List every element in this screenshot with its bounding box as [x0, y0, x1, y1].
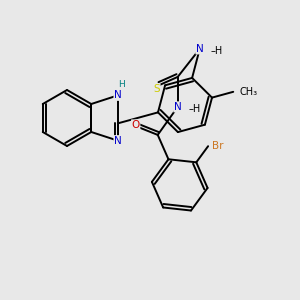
Text: –H: –H [189, 104, 201, 114]
Text: –H: –H [211, 46, 223, 56]
Text: CH₃: CH₃ [239, 87, 257, 97]
Text: N: N [174, 102, 182, 112]
Text: N: N [196, 44, 204, 54]
Text: N: N [114, 90, 122, 100]
Text: N: N [114, 136, 122, 146]
Text: Br: Br [212, 141, 224, 151]
Text: O: O [132, 120, 140, 130]
Text: S: S [153, 84, 160, 94]
Text: H: H [118, 80, 125, 89]
